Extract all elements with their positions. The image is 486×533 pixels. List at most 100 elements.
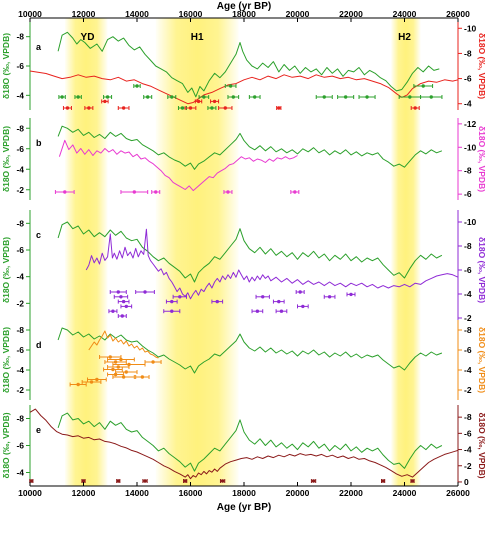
right-tick-label: -2 bbox=[464, 385, 472, 395]
top-tick-label: 20000 bbox=[286, 9, 310, 19]
dated-point bbox=[76, 95, 80, 99]
left-tick-label: -4 bbox=[16, 365, 24, 375]
left-tick-label: -6 bbox=[16, 441, 24, 451]
event-label-h2: H2 bbox=[398, 32, 411, 43]
right-axis-title: δ18O (‰, VPDB) bbox=[477, 327, 486, 393]
bottom-tick-label: 24000 bbox=[393, 488, 417, 498]
series-line-a-2 bbox=[29, 70, 459, 105]
right-tick-label: -2 bbox=[464, 313, 472, 323]
dated-point bbox=[223, 106, 227, 110]
right-tick-label: -6 bbox=[464, 265, 472, 275]
dated-point bbox=[60, 95, 64, 99]
dated-point bbox=[277, 299, 281, 304]
dated-point bbox=[146, 95, 150, 99]
dated-point bbox=[140, 375, 145, 379]
top-tick-label: 14000 bbox=[125, 9, 149, 19]
dated-point bbox=[116, 479, 120, 483]
dated-point bbox=[121, 299, 126, 304]
dated-point bbox=[154, 190, 158, 194]
right-tick-label: -8 bbox=[464, 48, 472, 58]
dated-point bbox=[279, 309, 284, 313]
dated-point bbox=[277, 106, 281, 110]
left-tick-label: -4 bbox=[16, 272, 24, 282]
right-tick-label: -8 bbox=[464, 166, 472, 176]
left-tick-label: -6 bbox=[16, 245, 24, 255]
series-line-d-1 bbox=[57, 327, 443, 374]
dated-point bbox=[81, 479, 86, 483]
top-tick-label: 24000 bbox=[393, 9, 417, 19]
bottom-tick-label: 22000 bbox=[339, 488, 363, 498]
dated-point bbox=[170, 299, 174, 304]
left-tick-label: -6 bbox=[16, 144, 24, 154]
dated-point bbox=[143, 290, 147, 294]
dated-point bbox=[105, 95, 110, 99]
dated-point bbox=[135, 84, 139, 88]
dated-point bbox=[108, 355, 112, 359]
dated-point bbox=[119, 295, 123, 299]
dated-point bbox=[298, 290, 302, 294]
left-tick-label: -8 bbox=[16, 218, 24, 228]
left-tick-label: -4 bbox=[16, 468, 24, 478]
right-tick-label: -12 bbox=[464, 119, 477, 129]
right-tick-label: -4 bbox=[464, 445, 472, 455]
dated-point bbox=[196, 99, 201, 104]
shared-age-axes: Age (yr BP) Age (yr BP) 10000 10000 12000 1… bbox=[18, 1, 470, 513]
left-axis-title: δ18O (‰, VPDB) bbox=[1, 327, 11, 393]
dated-point bbox=[202, 95, 206, 99]
right-tick-label: -6 bbox=[464, 428, 472, 438]
top-tick-label: 16000 bbox=[179, 9, 203, 19]
bottom-tick-label: 18000 bbox=[232, 488, 256, 498]
event-shading-layer bbox=[64, 18, 421, 486]
dated-point bbox=[103, 99, 107, 104]
dated-point bbox=[151, 360, 155, 364]
right-tick-label: -4 bbox=[464, 365, 472, 375]
left-axis-title: δ18O (‰, VPDB) bbox=[1, 237, 11, 303]
dated-point bbox=[226, 190, 230, 194]
dated-point bbox=[65, 106, 70, 110]
dated-point bbox=[188, 106, 193, 110]
top-tick-label: 12000 bbox=[72, 9, 96, 19]
left-tick-label: -6 bbox=[16, 345, 24, 355]
right-tick-label: -8 bbox=[464, 412, 472, 422]
dated-point bbox=[89, 380, 94, 384]
right-axis-title: δ18O (‰, VPDB) bbox=[477, 126, 486, 192]
dated-point bbox=[231, 95, 235, 99]
right-axis-title: δ18O (‰, VPDB) bbox=[477, 237, 486, 303]
series-line-d-2 bbox=[88, 330, 159, 359]
dated-point bbox=[63, 190, 67, 194]
dated-point bbox=[413, 106, 417, 110]
dated-point bbox=[212, 99, 217, 104]
series-line-a-1 bbox=[57, 31, 440, 98]
left-tick-label: -2 bbox=[16, 385, 24, 395]
dated-point bbox=[127, 362, 131, 367]
dated-point bbox=[408, 95, 412, 99]
dated-point bbox=[121, 375, 126, 379]
right-axis-title: δ18O (‰, VPDB) bbox=[477, 412, 486, 478]
panel-letter: e bbox=[36, 425, 41, 435]
event-labels: YD H1 H2 bbox=[81, 32, 412, 43]
dated-point bbox=[113, 372, 118, 377]
left-axis-title: δ18O (‰, VPDB) bbox=[1, 412, 11, 478]
right-tick-label: -4 bbox=[464, 289, 472, 299]
right-tick-label: -10 bbox=[464, 142, 477, 152]
dated-point bbox=[76, 382, 80, 387]
series-line-e-1 bbox=[57, 412, 443, 472]
dated-point bbox=[429, 95, 433, 99]
dated-point bbox=[124, 370, 128, 374]
dated-point bbox=[183, 479, 187, 483]
dated-point bbox=[143, 479, 147, 483]
dated-point bbox=[120, 314, 124, 318]
right-tick-label: -4 bbox=[464, 99, 472, 109]
dated-point bbox=[293, 190, 297, 194]
left-tick-label: -4 bbox=[16, 90, 24, 100]
event-band-h2 bbox=[391, 18, 421, 486]
dated-point bbox=[220, 479, 225, 483]
event-band-yd bbox=[64, 18, 108, 486]
right-tick-label: -8 bbox=[464, 325, 472, 335]
right-axis-title: δ18O (‰, VPDB) bbox=[477, 33, 486, 99]
right-tick-label: -10 bbox=[464, 23, 477, 33]
bottom-tick-label: 10000 bbox=[18, 488, 42, 498]
